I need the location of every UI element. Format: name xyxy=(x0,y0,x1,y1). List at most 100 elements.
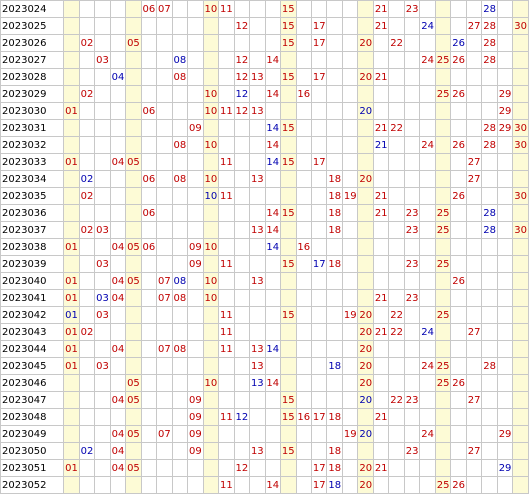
empty-cell xyxy=(295,204,313,222)
empty-cell xyxy=(450,391,467,409)
red-number: 30 xyxy=(512,187,529,205)
empty-cell xyxy=(78,374,96,392)
red-number: 10 xyxy=(202,0,220,18)
empty-cell xyxy=(140,425,158,443)
empty-cell xyxy=(419,85,436,103)
empty-cell xyxy=(140,374,158,392)
empty-cell xyxy=(78,136,96,154)
red-number: 01 xyxy=(63,340,80,358)
empty-cell xyxy=(341,391,359,409)
red-number: 10 xyxy=(202,170,220,188)
empty-cell xyxy=(280,425,297,443)
empty-cell xyxy=(403,408,421,426)
red-number: 15 xyxy=(280,34,297,52)
empty-cell xyxy=(450,306,467,324)
empty-cell xyxy=(156,391,173,409)
empty-cell xyxy=(171,408,189,426)
empty-cell xyxy=(140,289,158,307)
empty-cell xyxy=(341,68,359,86)
empty-cell xyxy=(187,0,204,18)
empty-cell xyxy=(434,187,452,205)
red-number: 27 xyxy=(465,153,483,171)
empty-cell xyxy=(140,391,158,409)
red-number: 21 xyxy=(372,187,390,205)
draw-row: 2023035 02 10 11 18 19 21 26 30 xyxy=(0,187,529,205)
empty-cell xyxy=(202,17,220,35)
red-number: 01 xyxy=(63,102,80,120)
empty-cell xyxy=(171,425,189,443)
empty-cell xyxy=(341,170,359,188)
empty-cell xyxy=(403,170,421,188)
empty-cell xyxy=(218,272,235,290)
empty-cell xyxy=(109,374,127,392)
empty-cell xyxy=(109,102,127,120)
empty-cell xyxy=(171,442,189,460)
empty-cell xyxy=(109,0,127,18)
empty-cell xyxy=(512,374,529,392)
empty-cell xyxy=(465,459,483,477)
empty-cell xyxy=(295,340,313,358)
empty-cell xyxy=(156,51,173,69)
empty-cell xyxy=(94,0,111,18)
red-number: 06 xyxy=(140,238,158,256)
empty-cell xyxy=(403,272,421,290)
empty-cell xyxy=(264,34,282,52)
red-number: 13 xyxy=(249,170,266,188)
empty-cell xyxy=(434,68,452,86)
empty-cell xyxy=(512,442,529,460)
empty-cell xyxy=(341,102,359,120)
empty-cell xyxy=(465,51,483,69)
empty-cell xyxy=(403,34,421,52)
red-number: 15 xyxy=(280,17,297,35)
empty-cell xyxy=(357,119,374,137)
empty-cell xyxy=(187,102,204,120)
empty-cell xyxy=(78,272,96,290)
empty-cell xyxy=(496,272,514,290)
empty-cell xyxy=(326,306,343,324)
empty-cell xyxy=(218,17,235,35)
empty-cell xyxy=(512,0,529,18)
empty-cell xyxy=(218,374,235,392)
red-number: 25 xyxy=(434,204,452,222)
empty-cell xyxy=(171,204,189,222)
empty-cell xyxy=(465,306,483,324)
empty-cell xyxy=(496,340,514,358)
empty-cell xyxy=(63,68,80,86)
empty-cell xyxy=(310,204,328,222)
empty-cell xyxy=(341,442,359,460)
empty-cell xyxy=(310,357,328,375)
empty-cell xyxy=(202,442,220,460)
empty-cell xyxy=(156,374,173,392)
empty-cell xyxy=(63,0,80,18)
red-number: 10 xyxy=(202,238,220,256)
empty-cell xyxy=(341,85,359,103)
empty-cell xyxy=(341,119,359,137)
empty-cell xyxy=(295,255,313,273)
empty-cell xyxy=(202,68,220,86)
empty-cell xyxy=(218,442,235,460)
red-number: 21 xyxy=(372,0,390,18)
empty-cell xyxy=(109,323,127,341)
empty-cell xyxy=(249,238,266,256)
empty-cell xyxy=(403,85,421,103)
red-number: 19 xyxy=(341,425,359,443)
empty-cell xyxy=(233,357,251,375)
red-number: 27 xyxy=(465,323,483,341)
draw-row: 2023040 01 04 05 07 08 10 13 26 xyxy=(0,272,529,290)
empty-cell xyxy=(310,102,328,120)
empty-cell xyxy=(187,289,204,307)
empty-cell xyxy=(140,442,158,460)
empty-cell xyxy=(94,425,111,443)
empty-cell xyxy=(280,221,297,239)
empty-cell xyxy=(156,170,173,188)
red-number: 23 xyxy=(403,289,421,307)
red-number: 04 xyxy=(109,272,127,290)
empty-cell xyxy=(403,476,421,494)
empty-cell xyxy=(63,170,80,188)
red-number: 15 xyxy=(280,204,297,222)
empty-cell xyxy=(125,17,142,35)
empty-cell xyxy=(326,272,343,290)
red-number: 05 xyxy=(125,425,142,443)
empty-cell xyxy=(434,272,452,290)
empty-cell xyxy=(450,340,467,358)
